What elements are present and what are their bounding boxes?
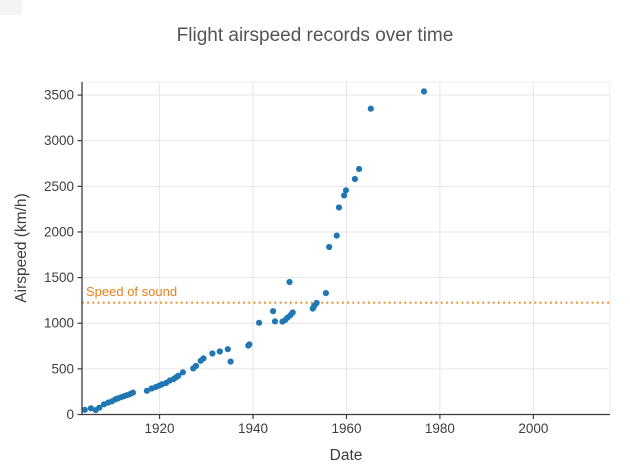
y-tick-label: 1000 — [44, 316, 74, 331]
y-tick-label: 500 — [51, 361, 74, 376]
data-point — [209, 350, 216, 357]
data-point — [179, 369, 186, 376]
data-point — [289, 309, 296, 316]
data-point — [335, 204, 343, 211]
data-point — [326, 243, 333, 251]
scatter-points-layer — [81, 88, 428, 414]
y-tick-label: 2000 — [44, 224, 74, 239]
data-point — [271, 318, 279, 325]
data-point — [356, 165, 363, 173]
data-point — [313, 299, 320, 307]
x-tick-label: 2000 — [518, 421, 548, 436]
data-point — [175, 372, 182, 379]
x-tick-label: 1980 — [425, 421, 455, 436]
y-tick-label: 3500 — [44, 88, 74, 103]
y-tick-label: 3000 — [44, 133, 74, 148]
corner-artifact — [0, 0, 22, 15]
data-point — [322, 290, 329, 297]
data-point — [216, 348, 223, 355]
data-point — [224, 346, 231, 353]
grid-layer — [82, 81, 611, 415]
data-point — [256, 319, 263, 326]
data-point — [342, 187, 350, 194]
data-point — [81, 406, 88, 413]
y-tick-label: 0 — [66, 407, 74, 422]
data-point — [351, 175, 358, 183]
y-tick-label: 2500 — [44, 179, 74, 194]
data-point — [367, 105, 374, 112]
data-point — [192, 362, 200, 369]
data-point — [96, 404, 103, 411]
data-point — [286, 278, 293, 286]
x-axis-label: Date — [330, 447, 363, 464]
data-point — [341, 192, 348, 199]
x-tick-label: 1940 — [238, 421, 268, 436]
axes-layer: 1920 1940 1960 1980 2000 0 500 1000 1500 2000 2500… — [44, 82, 610, 436]
x-tick-label: 1920 — [145, 421, 175, 436]
data-point — [270, 308, 277, 315]
data-point — [333, 232, 340, 239]
data-point — [246, 341, 253, 348]
chart-title: Flight airspeed records over time — [177, 25, 454, 46]
data-point — [420, 88, 428, 95]
data-point — [87, 405, 94, 412]
y-axis-label: Airspeed (km/h) — [13, 193, 30, 302]
x-tick-label: 1960 — [331, 421, 361, 436]
data-point — [143, 387, 150, 394]
speed-of-sound-label: Speed of sound — [86, 284, 177, 299]
data-point — [227, 358, 234, 365]
data-point — [200, 355, 207, 362]
y-tick-label: 1500 — [44, 270, 74, 285]
data-point — [129, 389, 136, 396]
